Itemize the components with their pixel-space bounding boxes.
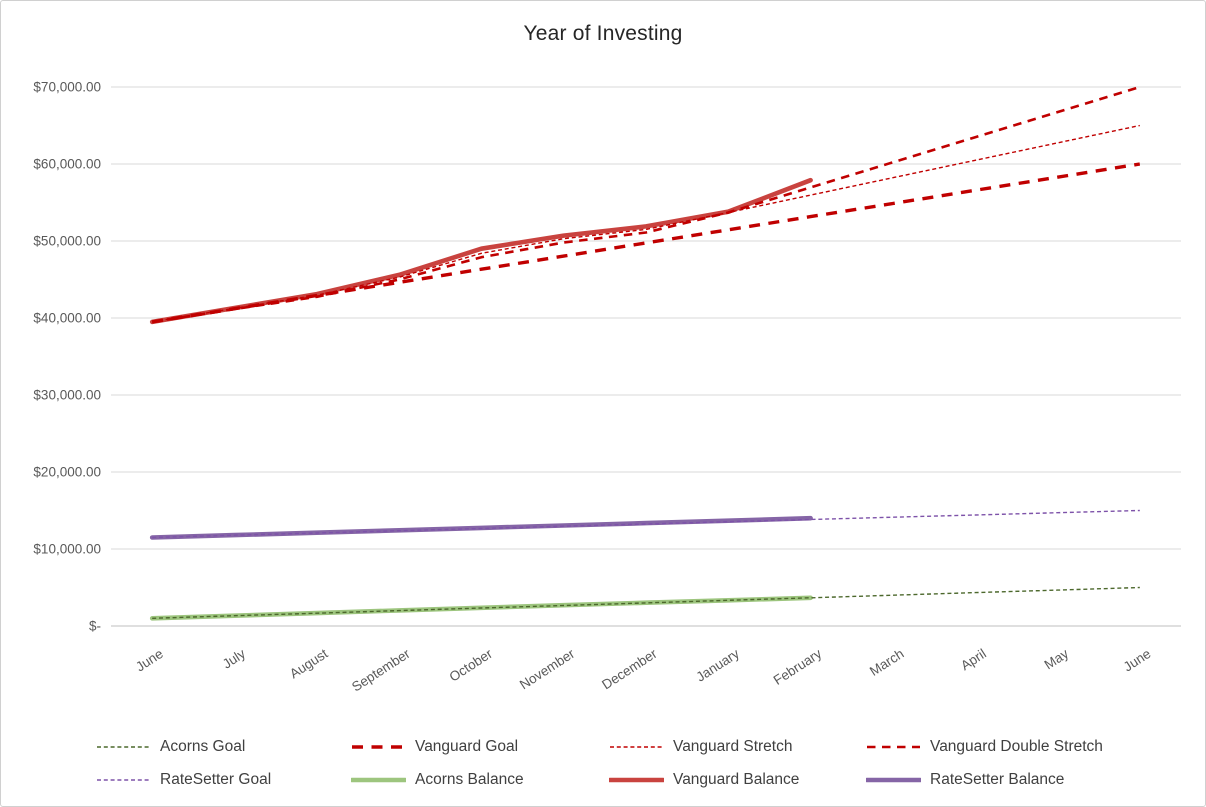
- legend-label-acorns-goal: Acorns Goal: [160, 737, 246, 755]
- series-line-vanguard-stretch: [152, 124, 1140, 323]
- legend-item-vanguard-goal: Vanguard Goal: [351, 730, 609, 763]
- series-line-ratesetter-goal: [152, 509, 1140, 539]
- legend-label-vanguard-balance: Vanguard Balance: [673, 770, 800, 788]
- legend-label-vanguard-double-stretch: Vanguard Double Stretch: [930, 737, 1103, 755]
- x-axis-tick-label: December: [599, 646, 660, 693]
- y-axis-tick-label: $20,000.00: [33, 465, 101, 480]
- x-axis-tick-label: June: [1121, 646, 1154, 675]
- x-axis-tick-label: October: [447, 646, 496, 685]
- legend-label-ratesetter-balance: RateSetter Balance: [930, 770, 1065, 788]
- legend-key-ratesetter-goal: [97, 778, 150, 781]
- legend-key-vanguard-double-stretch: [867, 745, 920, 748]
- legend-key-vanguard-balance: [609, 777, 664, 782]
- x-axis-tick-label: April: [958, 646, 989, 673]
- x-axis-tick-label: May: [1042, 646, 1072, 673]
- series-line-vanguard-balance: [149, 177, 813, 325]
- x-axis-tick-label: June: [133, 646, 166, 675]
- chart-legend: Acorns Goal Vanguard Goal Vanguard Stretch…: [96, 730, 1186, 796]
- legend-label-vanguard-stretch: Vanguard Stretch: [673, 737, 793, 755]
- legend-key-acorns-goal: [97, 745, 150, 748]
- legend-key-acorns-balance: [351, 777, 406, 782]
- series-line-acorns-goal: [152, 586, 1140, 619]
- legend-key-vanguard-goal: [352, 744, 405, 749]
- legend-label-vanguard-goal: Vanguard Goal: [415, 737, 519, 755]
- legend-item-vanguard-double-stretch: Vanguard Double Stretch: [866, 730, 1186, 763]
- x-axis-tick-label: November: [517, 646, 578, 693]
- y-axis-tick-label: $60,000.00: [33, 157, 101, 172]
- x-axis-tick-label: August: [287, 646, 331, 682]
- legend-item-vanguard-balance: Vanguard Balance: [609, 763, 866, 796]
- legend-label-ratesetter-goal: RateSetter Goal: [160, 770, 272, 788]
- y-axis-tick-label: $50,000.00: [33, 234, 101, 249]
- legend-item-vanguard-stretch: Vanguard Stretch: [609, 730, 866, 763]
- legend-item-ratesetter-balance: RateSetter Balance: [866, 763, 1186, 796]
- y-axis-tick-label: $30,000.00: [33, 388, 101, 403]
- legend-item-acorns-balance: Acorns Balance: [351, 763, 609, 796]
- plot-area: $70,000.00 $60,000.00 $50,000.00 $40,000.00…: [33, 80, 1181, 695]
- legend-item-acorns-goal: Acorns Goal: [96, 730, 351, 763]
- legend-item-ratesetter-goal: RateSetter Goal: [96, 763, 351, 796]
- x-axis-tick-label: September: [349, 646, 413, 695]
- series-line-vanguard-double-stretch: [152, 85, 1141, 324]
- x-axis-tick-label: January: [693, 646, 742, 685]
- y-axis-tick-label: $70,000.00: [33, 80, 101, 95]
- x-axis-tick-label: March: [867, 646, 907, 679]
- chart-title: Year of Investing: [523, 22, 683, 45]
- y-axis-tick-label: $-: [89, 619, 101, 634]
- x-axis-tick-label: July: [220, 646, 249, 672]
- y-axis-tick-label: $40,000.00: [33, 311, 101, 326]
- x-axis-tick-label: February: [771, 646, 825, 688]
- legend-key-vanguard-stretch: [610, 745, 663, 748]
- legend-label-acorns-balance: Acorns Balance: [415, 770, 524, 788]
- legend-key-ratesetter-balance: [866, 777, 921, 782]
- y-axis-tick-label: $10,000.00: [33, 542, 101, 557]
